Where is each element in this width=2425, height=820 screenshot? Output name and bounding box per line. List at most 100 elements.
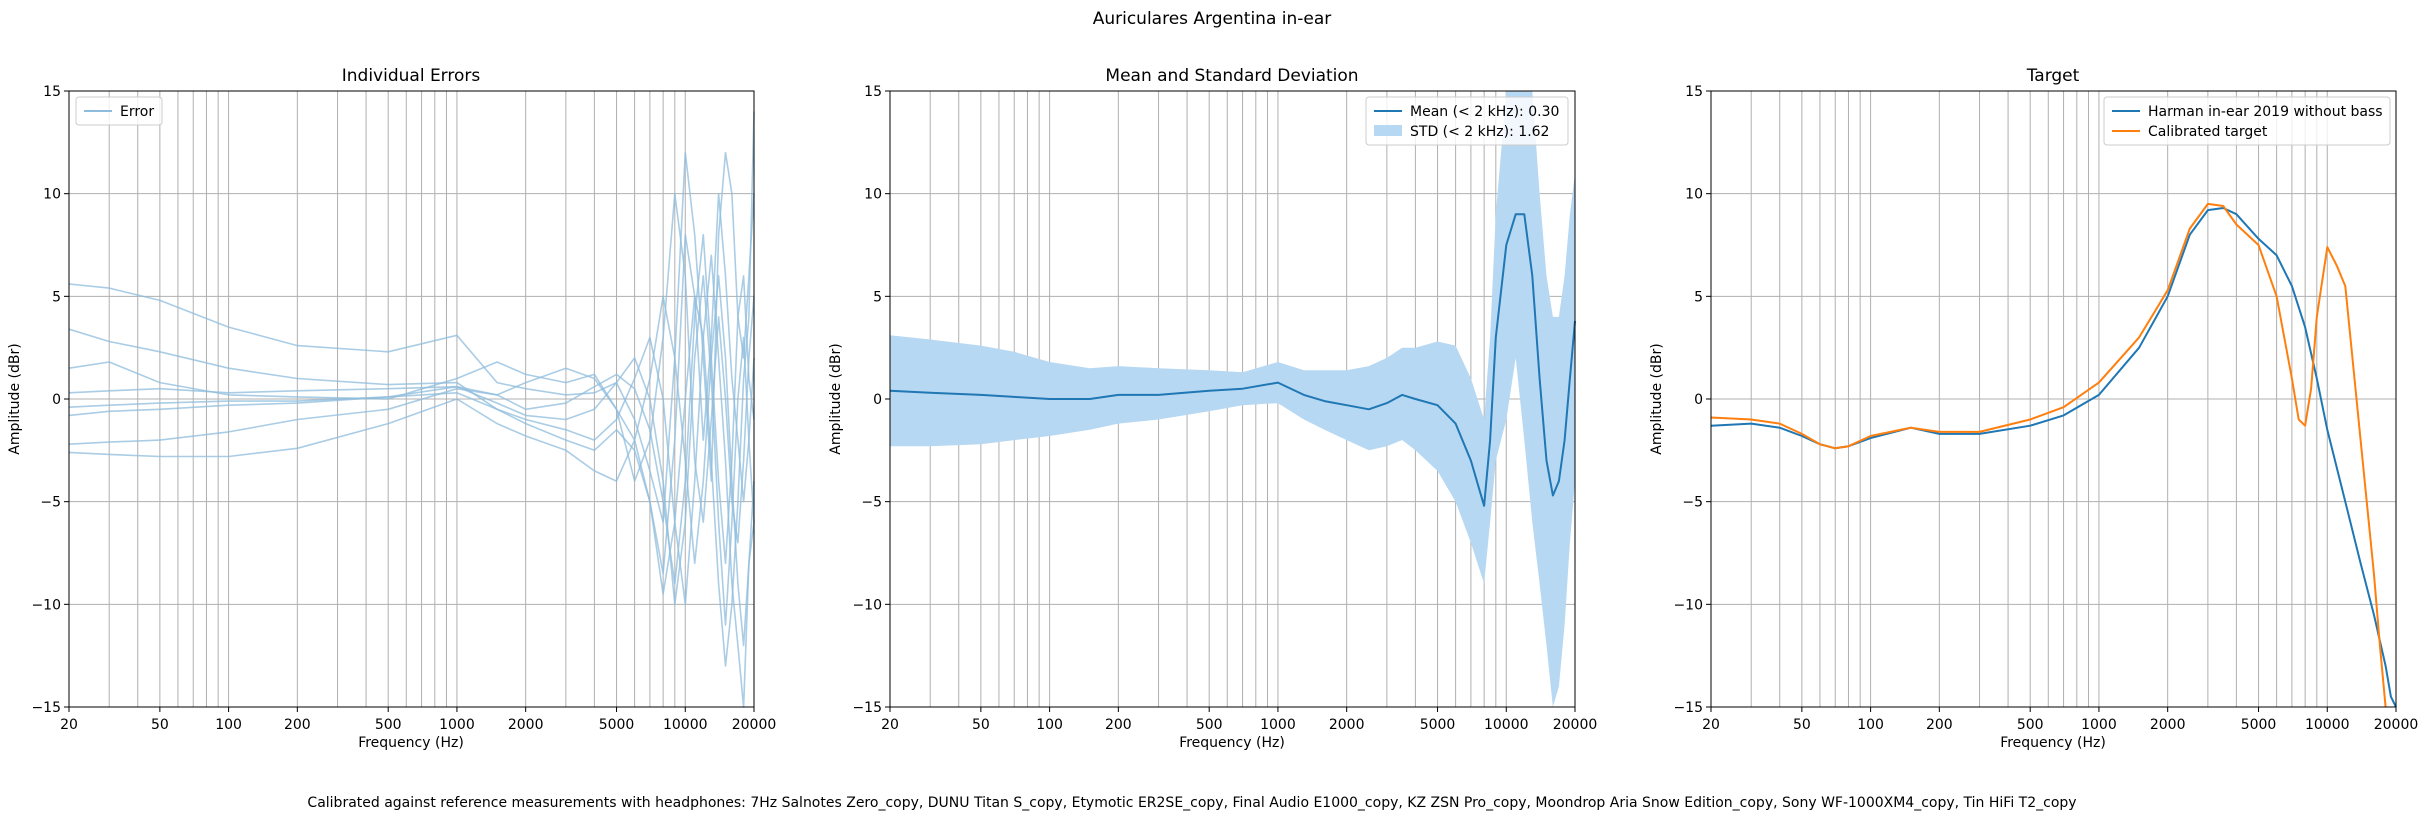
x-tick-label: 1000 <box>2081 717 2117 733</box>
y-tick-label: 5 <box>873 289 882 305</box>
x-tick-label: 20000 <box>732 717 777 733</box>
legend: Error <box>75 96 163 126</box>
y-tick-labels: −15 −10 −5 0 5 10 15 <box>852 84 890 716</box>
y-tick-label: 10 <box>1685 187 1703 203</box>
y-axis-label: Amplitude (dBr) <box>1649 343 1665 454</box>
x-tick-label: 1000 <box>1260 717 1296 733</box>
x-tick-label: 20 <box>60 717 78 733</box>
series-line-error <box>68 151 755 524</box>
series-line-mean <box>889 213 1576 507</box>
y-tick-label: 0 <box>873 392 882 408</box>
y-tick-label: 15 <box>43 84 61 100</box>
y-tick-label: −15 <box>1673 700 1703 716</box>
y-axis-label: Amplitude (dBr) <box>7 343 23 454</box>
x-tick-label: 100 <box>215 717 242 733</box>
x-tick-label: 20000 <box>2374 717 2419 733</box>
x-tick-label: 50 <box>972 717 990 733</box>
x-tick-label: 10000 <box>2305 717 2350 733</box>
x-axis-label: Frequency (Hz) <box>358 735 464 751</box>
x-tick-label: 200 <box>284 717 311 733</box>
y-tick-label: 5 <box>1694 289 1703 305</box>
series-line-error <box>68 274 755 647</box>
legend: Mean (< 2 kHz): 0.30 STD (< 2 kHz): 1.62 <box>1365 96 1569 146</box>
series-line-error <box>68 274 755 626</box>
x-tick-labels: 20 50 100 200 500 1000 2000 5000 10000 20000 <box>60 707 776 733</box>
x-tick-label: 500 <box>375 717 402 733</box>
series-line-harman <box>1710 207 2397 708</box>
x-axis-label: Frequency (Hz) <box>2000 735 2106 751</box>
x-tick-labels: 20 50 100 200 500 1000 2000 5000 10000 20000 <box>1702 707 2418 733</box>
x-tick-label: 20 <box>881 717 899 733</box>
x-tick-label: 10000 <box>663 717 708 733</box>
footer-caption: Calibrated against reference measurement… <box>307 795 2076 811</box>
x-tick-label: 5000 <box>599 717 635 733</box>
x-tick-label: 200 <box>1926 717 1953 733</box>
x-tick-label: 50 <box>151 717 169 733</box>
series-line-error <box>68 111 755 667</box>
y-tick-labels: −15 −10 −5 0 5 10 15 <box>1673 84 1711 716</box>
y-tick-label: 10 <box>43 187 61 203</box>
chart-title: Individual Errors <box>342 66 481 86</box>
legend-swatch-std <box>1374 125 1402 136</box>
legend: Harman in-ear 2019 without bass Calibrat… <box>2103 96 2391 146</box>
x-tick-label: 500 <box>2017 717 2044 733</box>
x-tick-label: 5000 <box>1420 717 1456 733</box>
chart-title: Mean and Standard Deviation <box>1105 66 1358 86</box>
legend-label-harman: Harman in-ear 2019 without bass <box>2148 104 2383 120</box>
y-tick-label: −5 <box>1682 495 1703 511</box>
x-tick-label: 2000 <box>508 717 544 733</box>
x-tick-label: 20 <box>1702 717 1720 733</box>
x-tick-label: 2000 <box>2150 717 2186 733</box>
x-tick-label: 5000 <box>2241 717 2277 733</box>
x-tick-labels: 20 50 100 200 500 1000 2000 5000 10000 20000 <box>881 707 1597 733</box>
x-tick-label: 100 <box>1857 717 1884 733</box>
y-tick-label: −10 <box>31 597 61 613</box>
y-tick-label: −15 <box>852 700 882 716</box>
figure-title: Auriculares Argentina in-ear <box>1093 9 1332 29</box>
x-tick-label: 10000 <box>1484 717 1529 733</box>
y-tick-label: −10 <box>1673 597 1703 613</box>
y-tick-label: −15 <box>31 700 61 716</box>
series-line-error <box>68 192 755 544</box>
x-tick-label: 50 <box>1793 717 1811 733</box>
series-layer <box>889 91 1576 707</box>
x-tick-label: 100 <box>1036 717 1063 733</box>
x-tick-label: 2000 <box>1329 717 1365 733</box>
chart-title: Target <box>2026 66 2080 86</box>
panel-individual-errors: 20 50 100 200 500 1000 2000 5000 10000 20000 −15−… <box>7 66 776 751</box>
y-tick-label: −5 <box>40 495 61 511</box>
grid-lines <box>68 90 755 708</box>
grid-lines <box>1710 90 2397 708</box>
series-layer <box>68 111 755 708</box>
legend-box <box>1365 96 1569 146</box>
x-axis-label: Frequency (Hz) <box>1179 735 1285 751</box>
legend-box <box>75 96 163 126</box>
y-tick-labels: −15 −10 −5 0 5 10 15 <box>31 84 69 716</box>
y-tick-label: 15 <box>864 84 882 100</box>
x-tick-label: 20000 <box>1553 717 1598 733</box>
legend-label-calibrated: Calibrated target <box>2148 124 2268 140</box>
std-band <box>890 91 1575 707</box>
series-line-calibrated <box>1710 202 2387 708</box>
y-tick-label: −5 <box>861 495 882 511</box>
panel-target: 20 50 100 200 500 1000 2000 5000 10000 20000 −15−… <box>1649 66 2418 751</box>
panel-mean-std: 20 50 100 200 500 1000 2000 5000 10000 20000 −15−… <box>828 66 1597 751</box>
series-layer <box>1710 202 2397 708</box>
series-line-error <box>68 233 755 585</box>
y-tick-label: 5 <box>52 289 61 305</box>
legend-label-error: Error <box>120 104 154 120</box>
y-tick-label: 0 <box>52 392 61 408</box>
legend-label-mean: Mean (< 2 kHz): 0.30 <box>1410 104 1559 120</box>
y-tick-label: 10 <box>864 187 882 203</box>
series-line-error <box>68 254 755 708</box>
legend-label-std: STD (< 2 kHz): 1.62 <box>1410 124 1549 140</box>
y-tick-label: −10 <box>852 597 882 613</box>
x-tick-label: 1000 <box>439 717 475 733</box>
y-axis-label: Amplitude (dBr) <box>828 343 844 454</box>
y-tick-label: 15 <box>1685 84 1703 100</box>
x-tick-label: 200 <box>1105 717 1132 733</box>
y-tick-label: 0 <box>1694 392 1703 408</box>
x-tick-label: 500 <box>1196 717 1223 733</box>
legend-box <box>2103 96 2391 146</box>
